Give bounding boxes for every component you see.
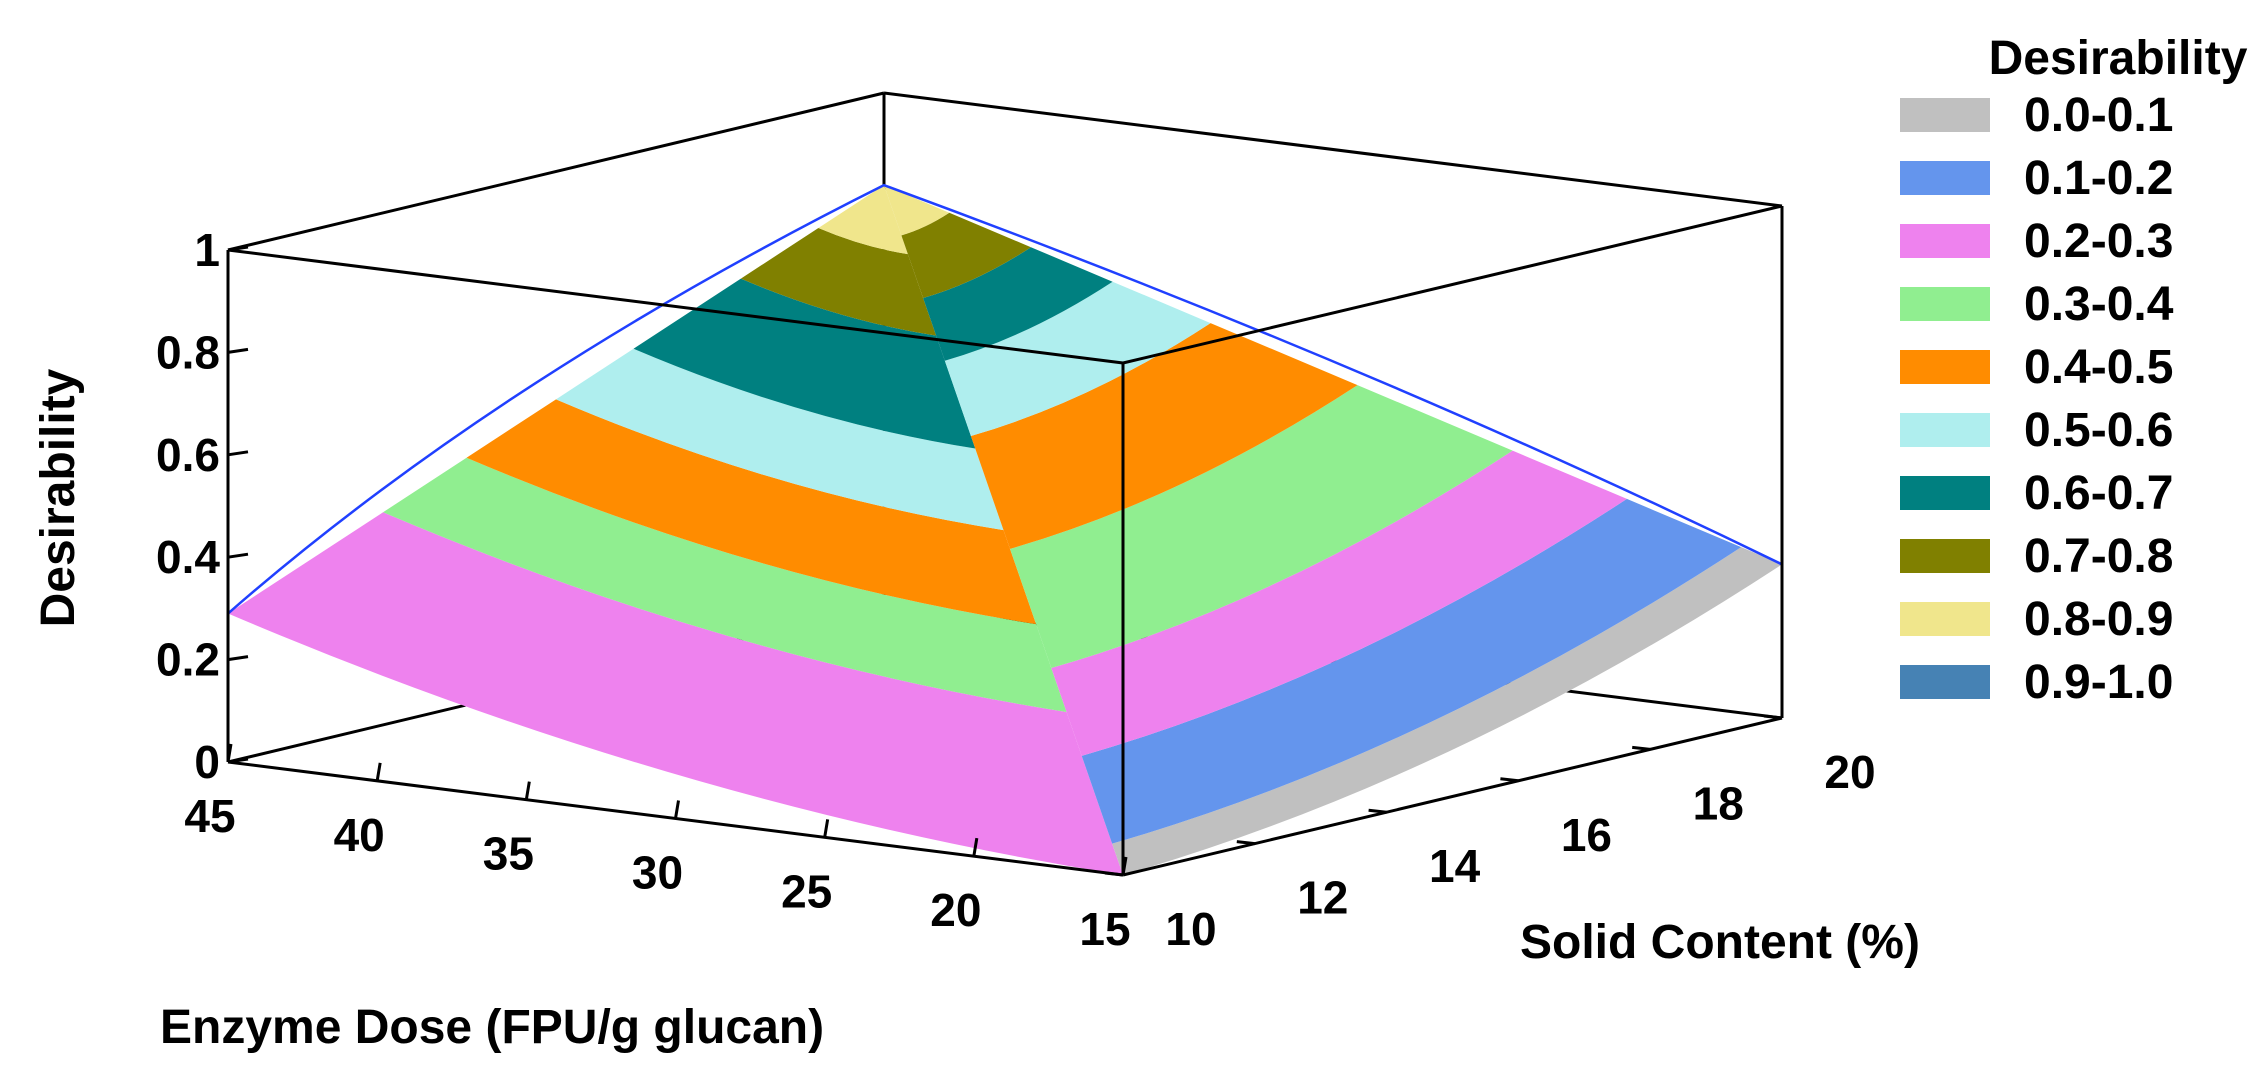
legend-swatch	[1900, 98, 1990, 132]
legend-swatch	[1900, 539, 1990, 573]
z-axis-title: Desirability	[32, 368, 85, 627]
legend-label: 0.5-0.6	[2024, 404, 2173, 457]
y-tick-mark	[1104, 871, 1124, 877]
legend-label: 0.6-0.7	[2024, 467, 2173, 520]
y-tick-label: 10	[1165, 903, 1216, 955]
y-tick-mark	[1632, 745, 1651, 751]
x-tick-mark	[823, 819, 830, 838]
legend-swatch	[1900, 350, 1990, 384]
legend-label: 0.2-0.3	[2024, 215, 2173, 268]
surface-outline	[227, 183, 1783, 615]
legend-label: 0.7-0.8	[2024, 530, 2173, 583]
legend-label: 0.3-0.4	[2024, 278, 2174, 331]
axis-ticks: 1 0.8 0.6 0.4 0.2 045 40 35 30 25 20 15 10 12 14 16 18 20	[156, 224, 1876, 955]
y-tick-mark	[1236, 840, 1255, 846]
right-band	[923, 247, 1113, 361]
z-tick-mark	[227, 245, 249, 252]
front-band	[556, 348, 1004, 531]
legend-swatch	[1900, 665, 1990, 699]
legend-title: Desirability	[1989, 32, 2248, 85]
z-tick-label: 0.8	[156, 326, 220, 378]
legend-label: 0.4-0.5	[2024, 341, 2173, 394]
x-tick-label: 20	[930, 884, 981, 936]
y-tick-mark	[1368, 808, 1387, 814]
z-tick-label: 0.6	[156, 429, 220, 481]
legend-label: 0.8-0.9	[2024, 593, 2173, 646]
legend-label: 0.9-1.0	[2024, 656, 2173, 709]
legend-label: 0.0-0.1	[2024, 89, 2173, 142]
y-axis-title: Solid Content (%)	[1520, 916, 1920, 969]
x-tick-mark	[674, 800, 680, 819]
legend: Desirability 0.0-0.1 0.1-0.2 0.2-0.3 0.3-0.…	[1900, 32, 2248, 709]
surface-right-face	[227, 183, 1783, 875]
z-tick-label: 0.4	[156, 531, 220, 583]
legend-swatch	[1900, 287, 1990, 321]
y-tick-mark	[1763, 714, 1783, 720]
front-band	[228, 512, 1123, 875]
legend-swatch	[1900, 476, 1990, 510]
front-band	[818, 185, 908, 255]
z-tick-label: 0.2	[156, 634, 220, 686]
front-band	[633, 278, 976, 449]
y-tick-label: 16	[1561, 809, 1612, 861]
surface-front-face	[228, 185, 1123, 875]
front-band	[383, 457, 1067, 712]
z-tick-mark	[227, 347, 249, 354]
legend-label: 0.1-0.2	[2024, 152, 2173, 205]
box-edge	[1122, 204, 1783, 365]
front-band	[466, 399, 1037, 625]
right-band	[1010, 385, 1513, 669]
x-tick-label: 30	[632, 847, 683, 899]
z-tick-mark	[227, 655, 249, 662]
box-edge	[883, 91, 1783, 208]
front-band	[740, 227, 937, 336]
z-tick-mark	[227, 450, 249, 457]
legend-swatch	[1900, 602, 1990, 636]
y-tick-label: 12	[1297, 872, 1348, 924]
y-tick-label: 14	[1429, 840, 1481, 892]
z-tick-label: 0	[194, 736, 220, 788]
right-band	[1081, 498, 1742, 844]
z-tick-label: 1	[194, 224, 220, 276]
legend-swatch	[1900, 161, 1990, 195]
right-band	[970, 323, 1358, 549]
x-tick-label: 25	[781, 865, 832, 917]
box-edge	[227, 248, 1124, 365]
box-edge	[227, 91, 885, 252]
legend-swatch	[1900, 224, 1990, 258]
x-tick-label: 15	[1079, 903, 1130, 955]
right-band	[1051, 450, 1627, 756]
x-tick-mark	[1121, 856, 1128, 876]
y-tick-label: 20	[1824, 746, 1875, 798]
box-edge	[1122, 716, 1783, 877]
y-tick-mark	[1500, 777, 1519, 783]
right-band	[884, 185, 950, 236]
x-axis-title: Enzyme Dose (FPU/g glucan)	[160, 1001, 824, 1054]
z-tick-mark	[227, 552, 249, 559]
x-tick-mark	[375, 762, 382, 782]
x-tick-mark	[972, 837, 979, 857]
x-tick-mark	[524, 781, 531, 800]
right-band	[901, 212, 1031, 299]
x-tick-mark	[226, 743, 233, 763]
right-band	[944, 281, 1211, 437]
y-tick-label: 18	[1693, 777, 1744, 829]
legend-swatch	[1900, 413, 1990, 447]
x-tick-label: 35	[483, 828, 534, 880]
x-tick-label: 45	[184, 790, 235, 842]
right-band	[1112, 547, 1782, 875]
z-tick-mark	[227, 757, 249, 764]
x-tick-label: 40	[334, 809, 385, 861]
